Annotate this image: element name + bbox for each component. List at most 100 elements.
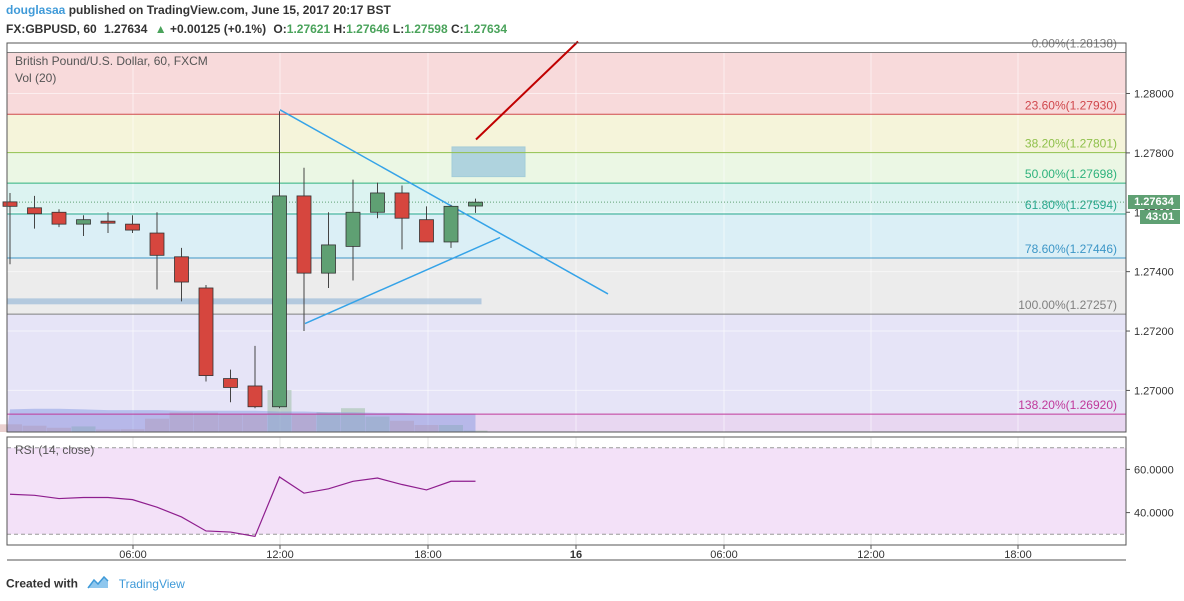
low-label: L:	[392, 22, 405, 36]
price-tick-label: 1.27800	[1134, 148, 1174, 160]
tradingview-link[interactable]: TradingView	[118, 576, 185, 591]
price-pane-border	[6, 42, 1127, 433]
fib-lines: 0.00%(1.28138) 23.60%(1.27930) 38.20%(1.27…	[7, 37, 1126, 415]
candle-body	[125, 223, 140, 231]
volume-bar	[414, 425, 439, 432]
volume-bar	[218, 414, 243, 432]
volume-bar	[96, 429, 120, 432]
volume-bar	[463, 430, 488, 432]
low-value: 1.27598	[404, 22, 448, 36]
chart-title: British Pound/U.S. Dollar, 60, FXCM	[15, 54, 208, 68]
volume-bar	[120, 429, 145, 432]
footer: Created with TradingView	[6, 575, 185, 593]
rsi-pane-border	[6, 436, 1127, 546]
descending-trendline	[279, 109, 609, 295]
candle-body	[419, 219, 434, 243]
volume-bar	[390, 420, 414, 432]
candle-body	[174, 256, 189, 283]
time-tick-label: 06:00	[710, 549, 738, 561]
bar-countdown-badge: 43:01	[1140, 210, 1180, 224]
candle-body	[443, 205, 459, 243]
volume-bar	[292, 413, 316, 432]
fib-band	[7, 52, 1126, 115]
price-tick-label: 1.28000	[1134, 88, 1174, 100]
volume-bar	[365, 416, 390, 432]
candle-body	[100, 220, 116, 224]
open-label: O:	[273, 22, 287, 36]
fib-band	[7, 314, 1126, 415]
fib-level-label: 23.60%(1.27930)	[1025, 98, 1117, 112]
fib-level-label: 100.00%(1.27257)	[1018, 298, 1117, 312]
price-tick-label: 1.27400	[1134, 267, 1174, 279]
fib-level-label: 0.00%(1.28138)	[1032, 37, 1117, 51]
volume-bar	[71, 426, 96, 432]
candle-body	[247, 385, 263, 408]
target-zone	[451, 146, 526, 178]
fib-band	[7, 257, 1126, 315]
high-label: H:	[333, 22, 347, 36]
rsi-tick-label: 40.0000	[1134, 508, 1174, 520]
rsi-line	[9, 476, 476, 538]
author-link[interactable]: douglasaa	[6, 3, 66, 17]
candles	[2, 111, 483, 409]
fib-bands	[7, 52, 1126, 432]
volume-bar	[22, 425, 47, 432]
support-zone	[7, 298, 482, 305]
volume-bar	[243, 413, 267, 432]
candle-body	[296, 195, 312, 274]
candle-body	[370, 192, 385, 213]
close-value: 1.27634	[463, 22, 508, 36]
candle-body	[27, 207, 42, 215]
publish-line: douglasaa published on TradingView.com, …	[6, 3, 391, 17]
drawing-zones	[7, 146, 526, 305]
high-value: 1.27646	[346, 22, 390, 36]
fib-band	[7, 183, 1126, 215]
symbol-line: FX:GBPUSD, 60 1.27634 ▲ +0.00125 (+0.1%)…	[6, 22, 507, 36]
rsi-tick-label: 60.0000	[1134, 464, 1174, 476]
price-tick-label: 1.27200	[1134, 326, 1174, 338]
candle-body	[345, 211, 361, 247]
rsi-legend: RSI (14, close)	[15, 443, 95, 457]
ascending-trendline	[304, 236, 501, 325]
candle-body	[198, 287, 214, 376]
time-tick-label: 12:00	[857, 549, 885, 561]
fib-level-label: 38.20%(1.27801)	[1025, 137, 1117, 151]
fib-band	[7, 214, 1126, 258]
current-price: 1.27634	[1134, 196, 1174, 208]
time-tick-label: 06:00	[119, 549, 147, 561]
volume-bar	[145, 418, 169, 432]
fib-band	[7, 114, 1126, 153]
volume-bar	[47, 427, 71, 432]
rsi-band	[7, 447, 1126, 535]
symbol-name: FX:GBPUSD, 60	[6, 22, 97, 36]
current-price-badge: 1.27634	[1128, 195, 1180, 209]
rsi-pane	[7, 447, 1126, 538]
price-tick-label: 1.27000	[1134, 385, 1174, 397]
last-price: 1.27634	[104, 22, 148, 36]
candle-body	[51, 211, 67, 225]
created-with: Created with	[6, 576, 79, 591]
published-text: published on TradingView.com, June 15, 2…	[68, 3, 391, 17]
volume-bar	[194, 412, 218, 432]
up-arrow-icon: ▲	[154, 22, 167, 36]
time-tick-label: 12:00	[266, 549, 294, 561]
candle-body	[272, 195, 287, 408]
time-tick-label: 16	[570, 549, 582, 561]
volume-legend: Vol (20)	[15, 71, 57, 85]
volume-bar	[439, 425, 463, 432]
time-tick-label: 18:00	[1004, 549, 1032, 561]
volume-bar	[0, 424, 22, 432]
fib-level-label: 138.20%(1.26920)	[1018, 398, 1117, 412]
price-change: +0.00125 (+0.1%)	[170, 22, 267, 36]
projection-arrow-line	[475, 40, 579, 141]
candle-body	[394, 192, 410, 219]
close-label: C:	[450, 22, 464, 36]
drawings	[279, 40, 609, 325]
candle-body	[468, 201, 483, 207]
fib-level-label: 50.00%(1.27698)	[1025, 167, 1117, 181]
volume-bar	[316, 412, 341, 432]
fib-level-label: 78.60%(1.27446)	[1025, 242, 1117, 256]
tradingview-logo-icon	[87, 575, 109, 593]
fib-band	[7, 152, 1126, 184]
